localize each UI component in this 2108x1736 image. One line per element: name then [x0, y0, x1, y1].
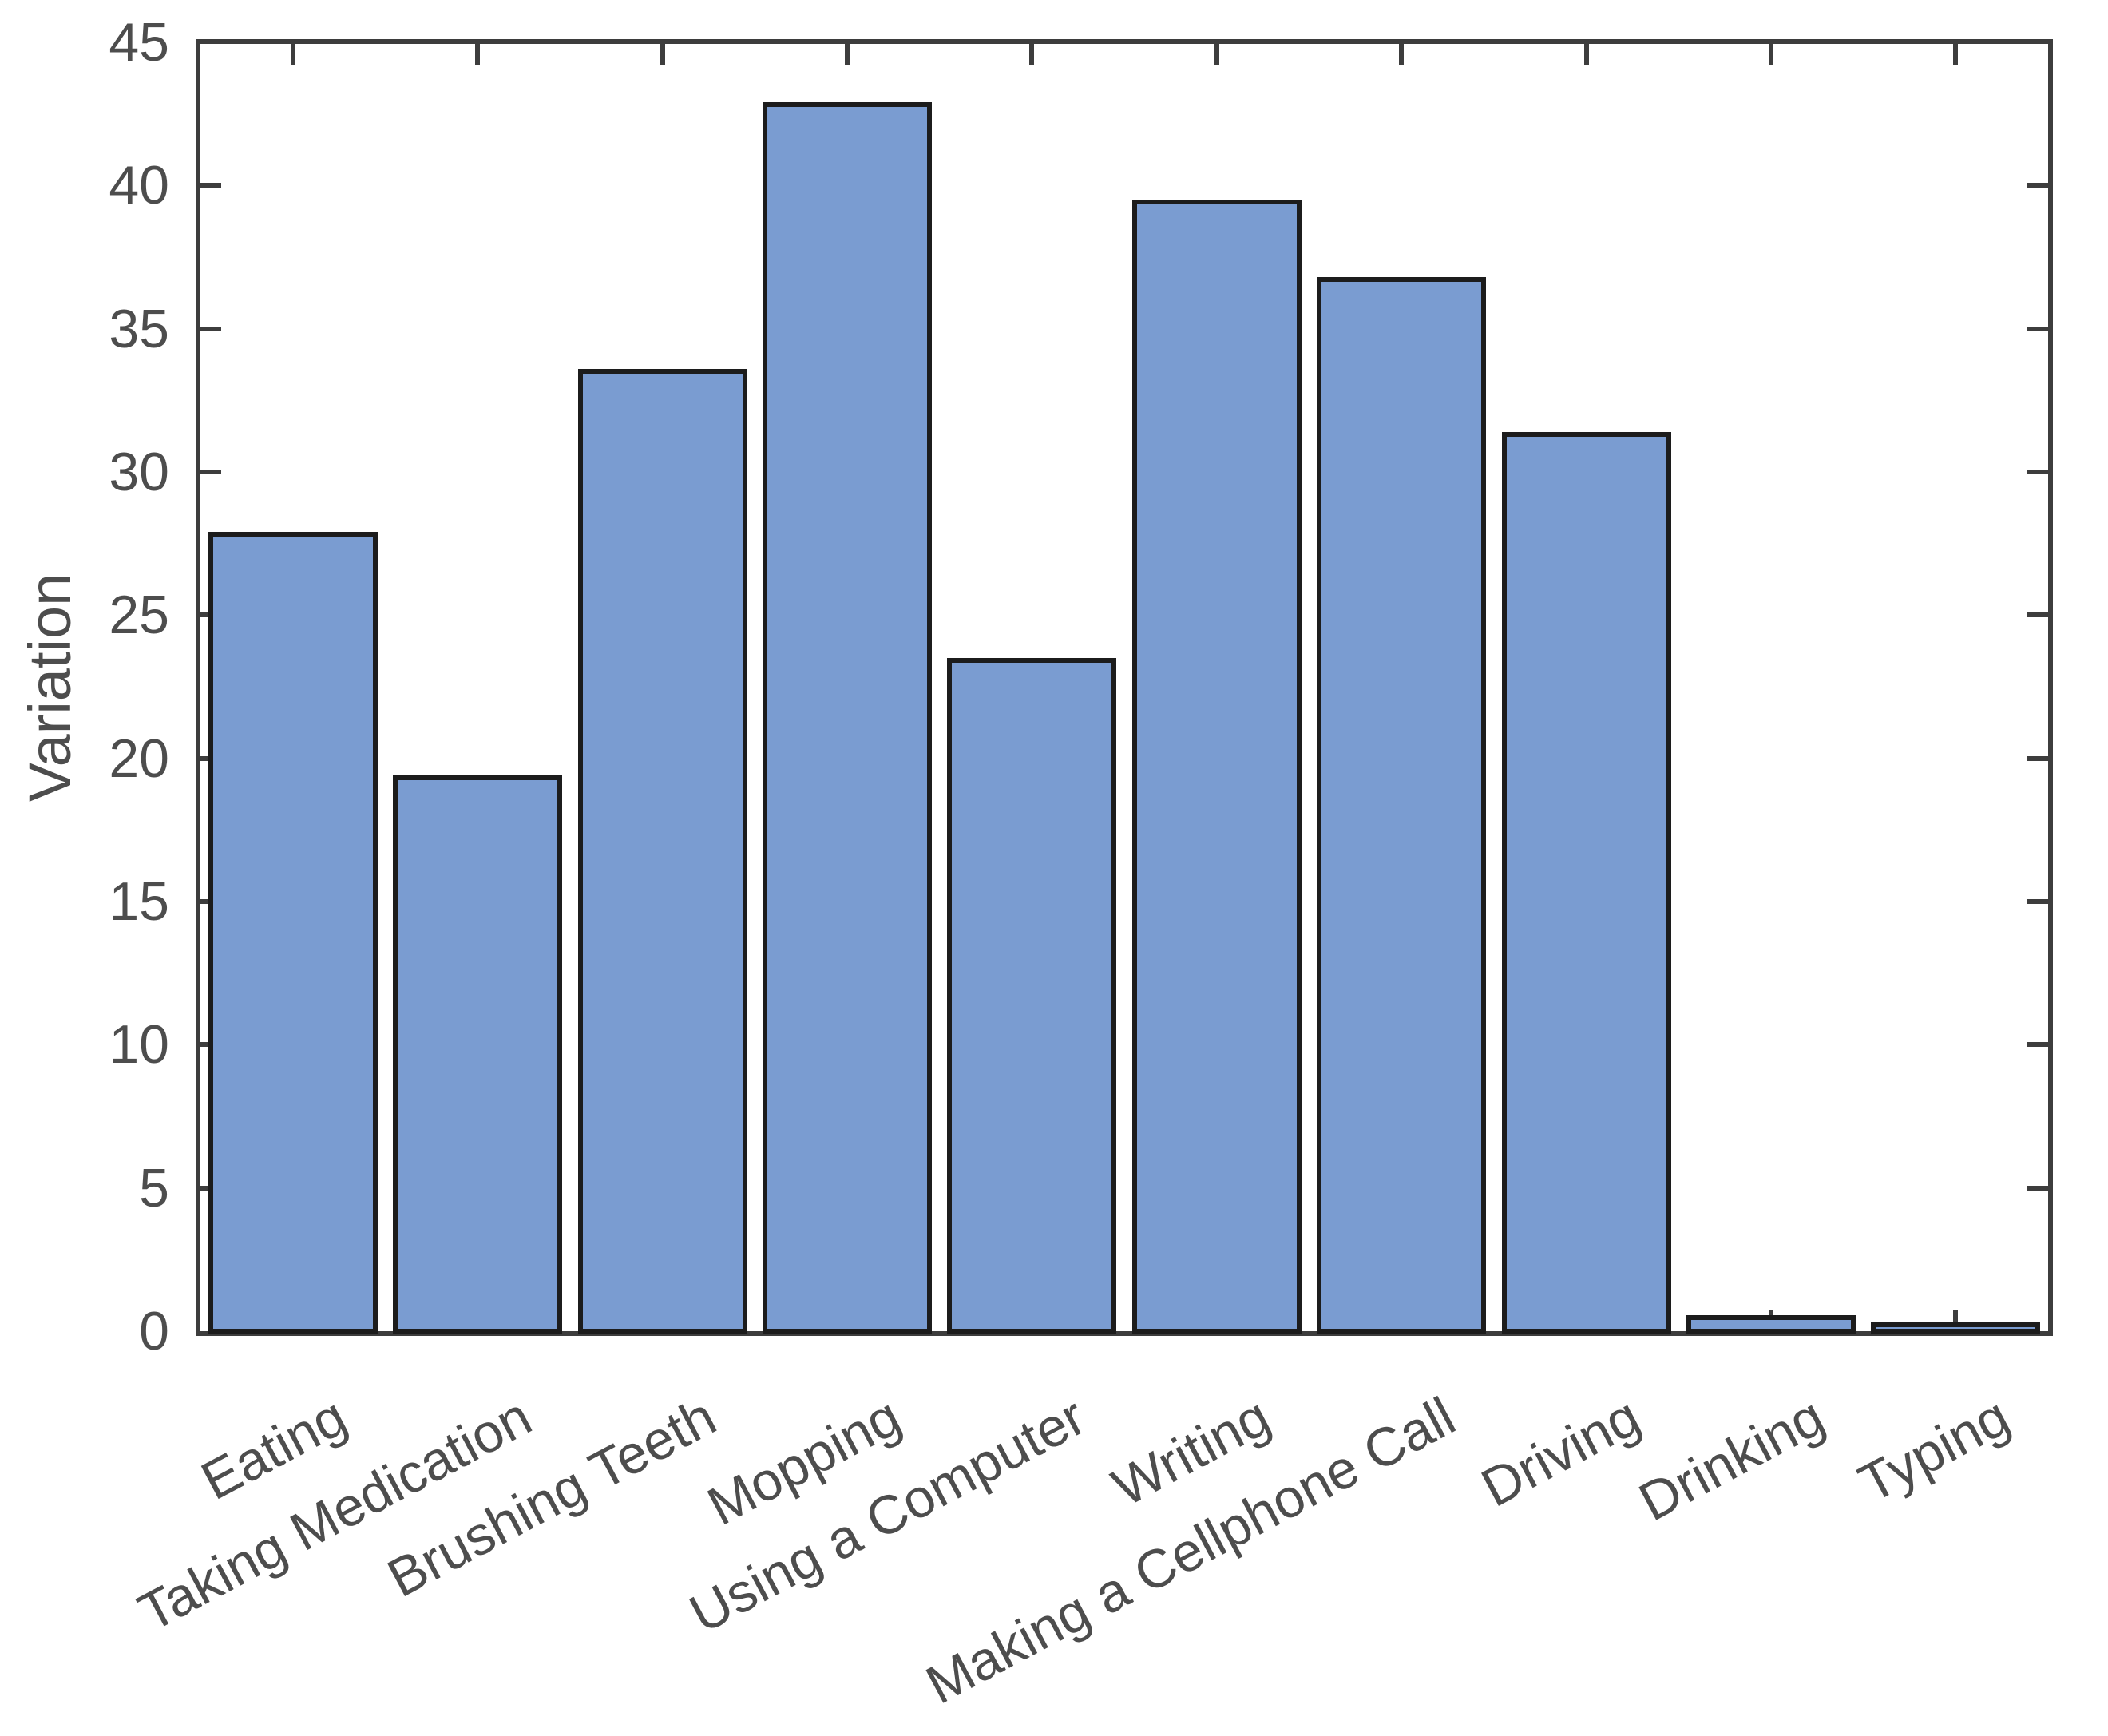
- y-tick-mark-right: [2027, 326, 2048, 331]
- y-tick-label: 45: [109, 12, 169, 73]
- bar-brushing-teeth: [577, 368, 747, 1334]
- y-tick-label: 20: [109, 727, 169, 789]
- x-tick-mark-top: [1399, 44, 1405, 65]
- plot-box: [196, 39, 2053, 1336]
- x-tick-mark-top: [290, 44, 295, 65]
- x-tick-label: Typing: [1848, 1385, 2019, 1515]
- x-tick-label: Drinking: [1630, 1385, 1835, 1533]
- y-tick-mark-left: [200, 326, 221, 331]
- x-tick-mark-top: [844, 44, 850, 65]
- bar-writing: [1131, 200, 1302, 1334]
- y-tick-mark-left: [200, 183, 221, 188]
- x-tick-mark-top: [1583, 44, 1589, 65]
- bar-drinking: [1686, 1315, 1856, 1334]
- y-tick-mark-right: [2027, 1042, 2048, 1048]
- bar-typing: [1871, 1322, 2041, 1334]
- x-tick-mark-top: [1953, 44, 1959, 65]
- y-tick-label: 0: [139, 1301, 169, 1361]
- bar-mopping: [762, 102, 932, 1334]
- bar-using-a-computer: [947, 658, 1117, 1334]
- x-tick-mark-bottom: [1953, 1310, 1959, 1331]
- y-tick-mark-right: [2027, 612, 2048, 618]
- y-tick-label: 5: [139, 1157, 169, 1219]
- y-tick-mark-left: [200, 470, 221, 474]
- x-tick-mark-top: [1214, 44, 1219, 65]
- bar-taking-medication: [393, 775, 563, 1334]
- y-tick-label: 30: [109, 442, 169, 502]
- bar-eating: [208, 532, 378, 1334]
- x-tick-mark-top: [1768, 44, 1773, 65]
- y-tick-mark-right: [2027, 470, 2048, 474]
- x-tick-mark-top: [475, 44, 481, 65]
- y-tick-mark-right: [2027, 1185, 2048, 1191]
- x-tick-label: Driving: [1472, 1385, 1650, 1519]
- x-tick-mark-top: [1029, 44, 1035, 65]
- y-tick-mark-right: [2027, 183, 2048, 188]
- bar-making-a-cellphone-call: [1317, 277, 1487, 1334]
- y-tick-label: 15: [109, 871, 169, 932]
- x-tick-mark-top: [660, 44, 665, 65]
- y-tick-mark-right: [2027, 899, 2048, 904]
- y-tick-label: 25: [109, 585, 169, 646]
- y-tick-label: 10: [109, 1014, 169, 1076]
- bar-driving: [1501, 431, 1671, 1334]
- y-tick-label: 35: [109, 298, 169, 359]
- y-tick-mark-right: [2027, 755, 2048, 761]
- y-tick-label: 40: [109, 155, 169, 216]
